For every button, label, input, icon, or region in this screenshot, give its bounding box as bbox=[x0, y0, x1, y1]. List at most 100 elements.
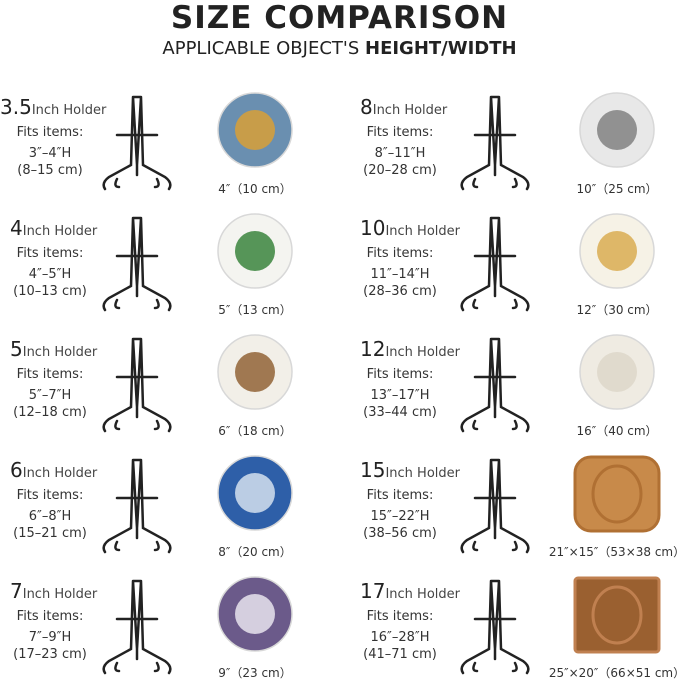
holder-unit: Inch Holder bbox=[385, 466, 460, 481]
object-detail bbox=[597, 352, 637, 392]
object-size: 4″（10 cm） bbox=[218, 182, 292, 196]
metric-range: (33–44 cm) bbox=[363, 405, 437, 420]
fits-label: Fits items: bbox=[16, 609, 84, 624]
stand-wire bbox=[102, 216, 172, 312]
stand-wire bbox=[460, 458, 530, 554]
fits-label: Fits items: bbox=[366, 367, 434, 382]
object-size: 12″（30 cm） bbox=[576, 303, 658, 317]
holder-unit: Inch Holder bbox=[385, 345, 460, 360]
height-range: 6″–8″H bbox=[28, 509, 72, 524]
holder-heading: 6Inch Holder bbox=[10, 458, 97, 482]
object-picture bbox=[217, 334, 293, 410]
height-range: 11″–14″H bbox=[370, 267, 430, 282]
stand-wire bbox=[460, 337, 530, 433]
fits-label: Fits items: bbox=[366, 488, 434, 503]
holder-size: 17 bbox=[360, 579, 386, 603]
object-detail bbox=[597, 231, 637, 271]
stand-wire bbox=[460, 579, 530, 675]
holder-size: 8 bbox=[360, 95, 373, 119]
fits-label: Fits items: bbox=[366, 246, 434, 261]
holder-size: 7 bbox=[10, 579, 23, 603]
holder-stand bbox=[102, 216, 172, 312]
object-detail bbox=[235, 352, 275, 392]
metric-range: (8–15 cm) bbox=[17, 163, 83, 178]
stand-wire bbox=[102, 95, 172, 191]
metric-range: (41–71 cm) bbox=[363, 647, 437, 662]
object-detail bbox=[235, 110, 275, 150]
subtitle-bold: HEIGHT/WIDTH bbox=[365, 38, 517, 59]
holder-unit: Inch Holder bbox=[385, 587, 460, 602]
object-size: 5″（13 cm） bbox=[218, 303, 292, 317]
metric-range: (15–21 cm) bbox=[13, 526, 87, 541]
holder-stand bbox=[102, 337, 172, 433]
holder-stand bbox=[102, 458, 172, 554]
object-size: 6″（18 cm） bbox=[218, 424, 292, 438]
holder-heading: 8Inch Holder bbox=[360, 95, 447, 119]
holder-unit: Inch Holder bbox=[22, 466, 98, 481]
title: SIZE COMPARISON bbox=[170, 0, 509, 36]
holder-size: 5 bbox=[10, 337, 23, 361]
holder-stand bbox=[460, 216, 530, 312]
object-detail bbox=[591, 464, 643, 524]
stand-wire bbox=[102, 458, 172, 554]
holder-stand bbox=[460, 458, 530, 554]
metric-range: (38–56 cm) bbox=[363, 526, 437, 541]
fits-label: Fits items: bbox=[16, 125, 84, 140]
height-range: 5″–7″H bbox=[28, 388, 72, 403]
metric-range: (17–23 cm) bbox=[13, 647, 87, 662]
object-picture bbox=[579, 213, 655, 289]
object-size: 16″（40 cm） bbox=[576, 424, 658, 438]
holder-heading: 15Inch Holder bbox=[360, 458, 460, 482]
holder-unit: Inch Holder bbox=[22, 345, 98, 360]
object-picture bbox=[217, 92, 293, 168]
subtitle-text: APPLICABLE OBJECT'S bbox=[162, 38, 360, 59]
stand-wire bbox=[102, 579, 172, 675]
fits-label: Fits items: bbox=[16, 488, 84, 503]
fits-label: Fits items: bbox=[16, 246, 84, 261]
object-picture bbox=[217, 576, 293, 652]
stand-wire bbox=[460, 95, 530, 191]
holder-unit: Inch Holder bbox=[31, 103, 107, 118]
object-picture bbox=[217, 213, 293, 289]
holder-unit: Inch Holder bbox=[22, 587, 98, 602]
object-picture bbox=[579, 334, 655, 410]
object-picture bbox=[579, 92, 655, 168]
object-detail bbox=[235, 594, 275, 634]
object-detail bbox=[235, 473, 275, 513]
holder-size: 3.5 bbox=[0, 95, 32, 119]
metric-range: (10–13 cm) bbox=[13, 284, 87, 299]
object-detail bbox=[235, 231, 275, 271]
holder-stand bbox=[102, 95, 172, 191]
holder-size: 15 bbox=[360, 458, 386, 482]
holder-heading: 4Inch Holder bbox=[10, 216, 97, 240]
metric-range: (12–18 cm) bbox=[13, 405, 87, 420]
metric-range: (20–28 cm) bbox=[363, 163, 437, 178]
holder-heading: 5Inch Holder bbox=[10, 337, 97, 361]
object-size: 25″×20″（66×51 cm） bbox=[548, 666, 679, 680]
holder-size: 10 bbox=[360, 216, 386, 240]
object-picture bbox=[217, 455, 293, 531]
stand-wire bbox=[460, 216, 530, 312]
height-range: 15″–22″H bbox=[370, 509, 430, 524]
object-body bbox=[573, 455, 661, 533]
height-range: 16″–28″H bbox=[370, 630, 430, 645]
holder-unit: Inch Holder bbox=[372, 103, 448, 118]
holder-heading: 17Inch Holder bbox=[360, 579, 460, 603]
fits-label: Fits items: bbox=[366, 609, 434, 624]
holder-heading: 3.5Inch Holder bbox=[0, 95, 106, 119]
fits-label: Fits items: bbox=[16, 367, 84, 382]
height-range: 4″–5″H bbox=[28, 267, 72, 282]
holder-size: 4 bbox=[10, 216, 23, 240]
holder-stand bbox=[460, 337, 530, 433]
holder-stand bbox=[102, 579, 172, 675]
stand-wire bbox=[102, 337, 172, 433]
holder-unit: Inch Holder bbox=[22, 224, 98, 239]
object-size: 8″（20 cm） bbox=[218, 545, 292, 559]
holder-stand bbox=[460, 579, 530, 675]
holder-stand bbox=[460, 95, 530, 191]
height-range: 3″–4″H bbox=[28, 146, 72, 161]
holder-heading: 12Inch Holder bbox=[360, 337, 460, 361]
height-range: 7″–9″H bbox=[28, 630, 72, 645]
object-detail bbox=[597, 110, 637, 150]
